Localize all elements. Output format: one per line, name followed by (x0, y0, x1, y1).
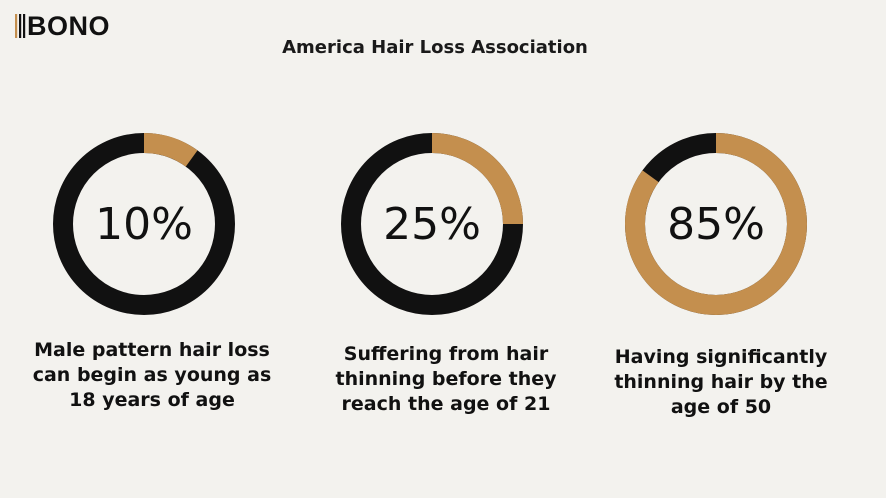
donut-svg (625, 133, 807, 315)
caption-line: can begin as young as (32, 364, 272, 386)
donut-value-label: 25% (383, 198, 481, 250)
donut-value-label: 85% (667, 198, 765, 250)
brand-logo: BONO (14, 10, 110, 42)
donut-svg (53, 133, 235, 315)
donut-chart-85-percent: 85% (624, 132, 808, 316)
logo-mark-icon (15, 14, 26, 38)
caption-line: thinning hair by the (614, 371, 828, 393)
caption-line: Suffering from hair (343, 343, 549, 365)
donut-svg (341, 133, 523, 315)
caption-line: reach the age of 21 (341, 393, 551, 415)
logo-text: BONO (27, 10, 110, 41)
donut-value-label: 10% (95, 198, 193, 250)
donut-filled-arc (53, 133, 235, 315)
page-title: America Hair Loss Association (282, 37, 588, 58)
donut-filled-arc (625, 133, 807, 315)
donut-filled-arc (341, 133, 523, 315)
donut-chart-10-percent: 10% (52, 132, 236, 316)
stat-caption: Having significantly thinning hair by th… (596, 345, 846, 420)
stat-caption: Male pattern hair loss can begin as youn… (27, 338, 277, 413)
caption-line: Male pattern hair loss (34, 339, 270, 361)
donut-chart-25-percent: 25% (340, 132, 524, 316)
caption-line: age of 50 (670, 396, 772, 418)
caption-line: Having significantly (614, 346, 828, 368)
stat-caption: Suffering from hair thinning before they… (321, 342, 571, 417)
caption-line: thinning before they (335, 368, 557, 390)
caption-line: 18 years of age (69, 389, 235, 411)
